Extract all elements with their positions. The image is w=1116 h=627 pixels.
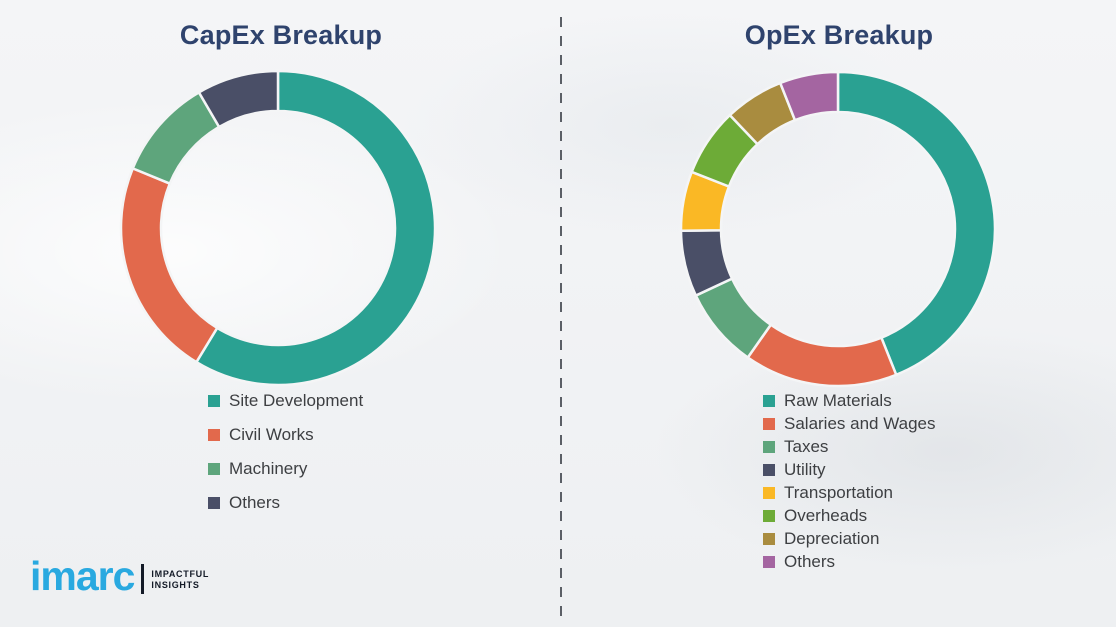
- legend-label: Civil Works: [229, 425, 314, 444]
- legend-swatch-overheads: [763, 509, 775, 522]
- legend-item-raw-materials: Raw Materials: [763, 392, 936, 409]
- opex-chart-title: OpEx Breakup: [744, 20, 934, 50]
- legend-item-overheads: Overheads: [763, 507, 936, 524]
- imarc-tagline-line1: IMPACTFUL: [151, 568, 210, 579]
- vertical-dashed-divider: [560, 17, 562, 620]
- legend-item-depreciation: Depreciation: [763, 530, 936, 547]
- opex-slice-raw-materials: [836, 70, 997, 377]
- legend-label: Raw Materials: [784, 391, 892, 410]
- legend-swatch-taxes: [763, 440, 775, 453]
- legend-swatch-others: [763, 555, 775, 568]
- opex-legend: Raw Materials Salaries and Wages Taxes Util…: [763, 392, 936, 576]
- legend-item-salaries-and-wages: Salaries and Wages: [763, 415, 936, 432]
- legend-item-others: Others: [208, 494, 363, 511]
- legend-item-civil-works: Civil Works: [208, 426, 363, 443]
- legend-item-transportation: Transportation: [763, 484, 936, 501]
- legend-item-machinery: Machinery: [208, 460, 363, 477]
- legend-label: Depreciation: [784, 529, 880, 548]
- legend-label: Others: [229, 493, 281, 512]
- legend-label: Others: [784, 552, 836, 571]
- legend-item-others: Others: [763, 553, 936, 570]
- legend-swatch-others: [208, 496, 220, 509]
- legend-item-taxes: Taxes: [763, 438, 936, 455]
- legend-label: Overheads: [784, 506, 868, 525]
- capex-slice-civil-works: [119, 166, 219, 364]
- capex-slice-site-development: [194, 69, 437, 387]
- legend-swatch-civil-works: [208, 428, 220, 441]
- legend-swatch-salaries-and-wages: [763, 417, 775, 430]
- opex-slice-others: [778, 70, 840, 122]
- legend-swatch-depreciation: [763, 532, 775, 545]
- legend-swatch-raw-materials: [763, 394, 775, 407]
- capex-legend: Site Development Civil Works Machinery Othe…: [208, 392, 363, 528]
- opex-slice-salaries-and-wages: [746, 323, 898, 388]
- imarc-logo-tagline: IMPACTFUL INSIGHTS: [151, 569, 209, 591]
- imarc-logo-wordmark: imarc: [30, 553, 135, 599]
- legend-swatch-site-development: [208, 394, 220, 407]
- legend-item-site-development: Site Development: [208, 392, 363, 409]
- opex-donut-chart: [678, 69, 998, 394]
- legend-label: Taxes: [784, 437, 829, 456]
- imarc-logo: imarc IMPACTFUL INSIGHTS: [30, 553, 209, 599]
- legend-swatch-machinery: [208, 462, 220, 475]
- capex-donut-chart: [118, 68, 438, 393]
- legend-label: Machinery: [229, 459, 308, 478]
- legend-item-utility: Utility: [763, 461, 936, 478]
- legend-swatch-transportation: [763, 486, 775, 499]
- capex-chart-title: CapEx Breakup: [179, 20, 383, 50]
- legend-label: Salaries and Wages: [784, 414, 936, 433]
- capex-slice-others: [197, 69, 280, 129]
- legend-label: Transportation: [784, 483, 893, 502]
- legend-swatch-utility: [763, 463, 775, 476]
- imarc-logo-divider-bar: [141, 564, 145, 594]
- legend-label: Site Development: [229, 391, 364, 410]
- legend-label: Utility: [784, 460, 826, 479]
- imarc-tagline-line2: INSIGHTS: [151, 579, 200, 590]
